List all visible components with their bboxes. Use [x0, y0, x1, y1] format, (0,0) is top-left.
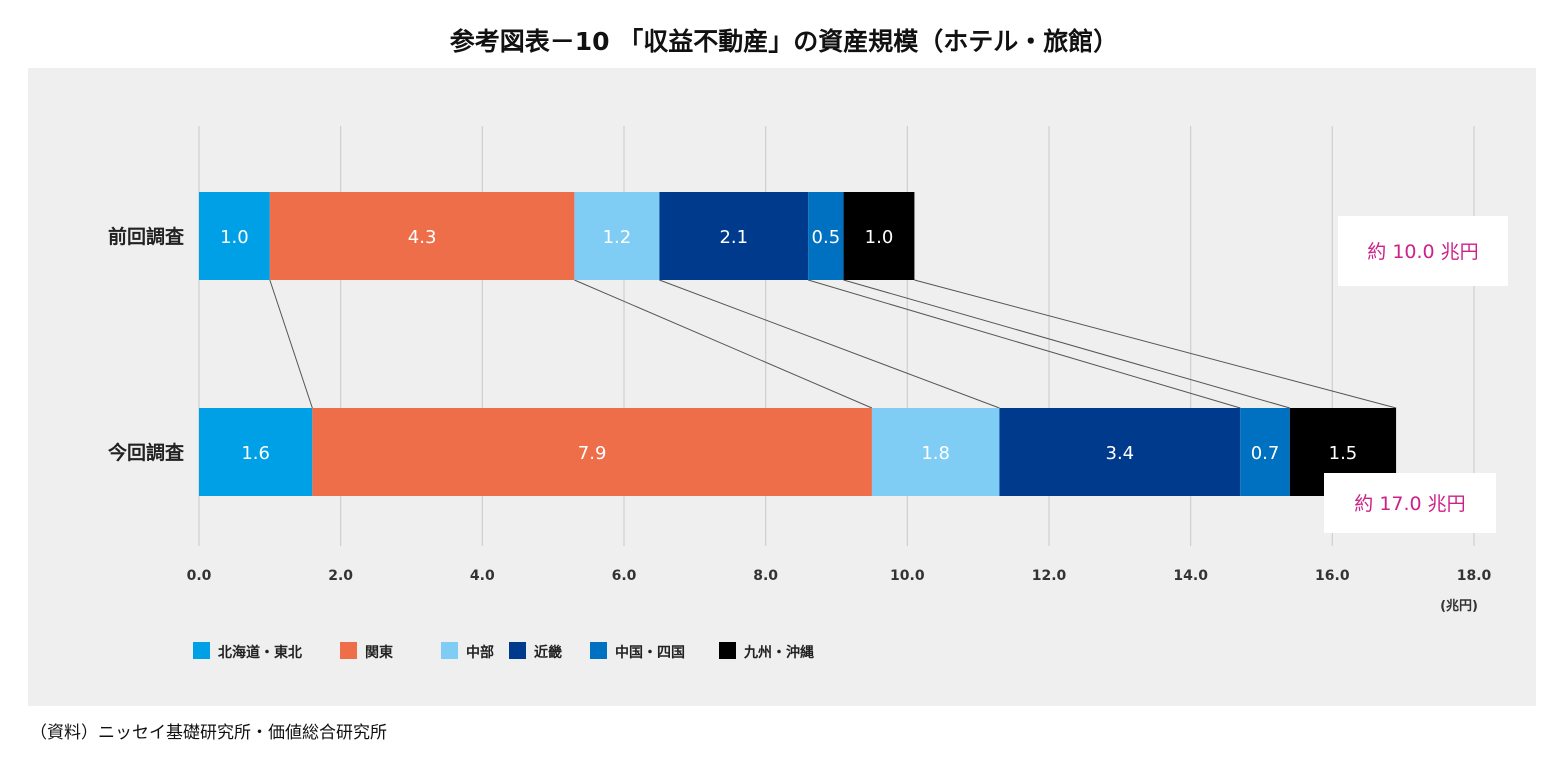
legend-swatch: [340, 642, 357, 659]
data-labels: 前回調査 1.0 4.3 1.2 2.1 0.5 1.0 今回調査 1.6 7.9 1.8 3.4 0.…: [107, 225, 1357, 464]
x-tick-label: 2.0: [328, 568, 353, 584]
legend-label: 近畿: [534, 644, 562, 661]
bar-segment: [199, 408, 313, 496]
bar-value-label: 1.0: [220, 227, 249, 248]
x-tick-label: 8.0: [753, 568, 778, 584]
bar-segment: [574, 192, 660, 280]
x-tick-label: 0.0: [187, 568, 212, 584]
connector-line: [574, 279, 873, 409]
bar-value-label: 3.4: [1106, 443, 1135, 464]
legend: 北海道・東北 関東 中部 近畿 中国・四国 九州・沖縄: [193, 642, 814, 661]
legend-swatch: [509, 642, 526, 659]
bar-value-label: 1.8: [921, 443, 950, 464]
x-tick-label: 6.0: [612, 568, 637, 584]
bar-segment: [843, 192, 915, 280]
x-tick-label: 10.0: [890, 568, 925, 584]
bar-segment: [999, 408, 1241, 496]
total-label-box: [1338, 216, 1508, 286]
connector-line: [914, 279, 1397, 409]
connector-lines: [269, 279, 1397, 409]
total-label-box: [1324, 473, 1496, 533]
bar-value-label: 1.0: [865, 227, 894, 248]
legend-swatch: [590, 642, 607, 659]
x-tick-label: 4.0: [470, 568, 495, 584]
bar-segment: [1240, 408, 1290, 496]
bar-segment: [659, 192, 809, 280]
bar-value-label: 2.1: [719, 227, 748, 248]
x-tick-label: 12.0: [1032, 568, 1067, 584]
legend-swatch: [441, 642, 458, 659]
bars: [199, 192, 1397, 496]
x-tick-label: 18.0: [1457, 568, 1492, 584]
category-label: 今回調査: [107, 441, 185, 464]
bar-value-label: 1.6: [241, 443, 270, 464]
x-axis: 0.0 2.0 4.0 6.0 8.0 10.0 12.0 14.0 16.0 18.0 (兆円): [187, 568, 1492, 614]
x-tick-label: 14.0: [1173, 568, 1208, 584]
total-labels: 約 10.0 兆円約 17.0 兆円: [1324, 216, 1508, 533]
bar-segment: [199, 192, 270, 280]
legend-swatch: [719, 642, 736, 659]
legend-label: 中国・四国: [615, 644, 685, 661]
stacked-bar-chart: 前回調査 1.0 4.3 1.2 2.1 0.5 1.0 今回調査 1.6 7.9 1.8 3.4 0.…: [107, 126, 1508, 661]
x-axis-unit-label: (兆円): [1440, 598, 1478, 614]
connector-line: [269, 279, 313, 409]
total-label: 約 17.0 兆円: [1354, 493, 1465, 515]
source-note: （資料）ニッセイ基礎研究所・価値総合研究所: [30, 723, 387, 743]
bar-value-label: 7.9: [578, 443, 607, 464]
bar-segment: [312, 408, 872, 496]
category-label: 前回調査: [108, 225, 185, 248]
bar-segment: [871, 408, 1000, 496]
bar-value-label: 4.3: [408, 227, 437, 248]
bar-value-label: 1.5: [1329, 443, 1358, 464]
bar-segment: [808, 192, 844, 280]
connector-line: [843, 279, 1290, 409]
bar-value-label: 1.2: [603, 227, 632, 248]
bar-segment: [269, 192, 575, 280]
chart-title: 参考図表－10 「収益不動産」の資産規模（ホテル・旅館）: [449, 27, 1119, 56]
bar-value-label: 0.7: [1251, 443, 1280, 464]
legend-label: 北海道・東北: [218, 644, 302, 661]
connector-line: [659, 279, 1000, 409]
legend-swatch: [193, 642, 210, 659]
total-label: 約 10.0 兆円: [1367, 241, 1478, 263]
x-tick-label: 16.0: [1315, 568, 1350, 584]
legend-label: 中部: [466, 644, 494, 661]
legend-label: 九州・沖縄: [743, 644, 814, 661]
connector-line: [808, 279, 1241, 409]
plot-panel: 前回調査 1.0 4.3 1.2 2.1 0.5 1.0 今回調査 1.6 7.9 1.8 3.4 0.…: [28, 68, 1536, 706]
bar-value-label: 0.5: [812, 227, 841, 248]
legend-label: 関東: [365, 644, 393, 661]
